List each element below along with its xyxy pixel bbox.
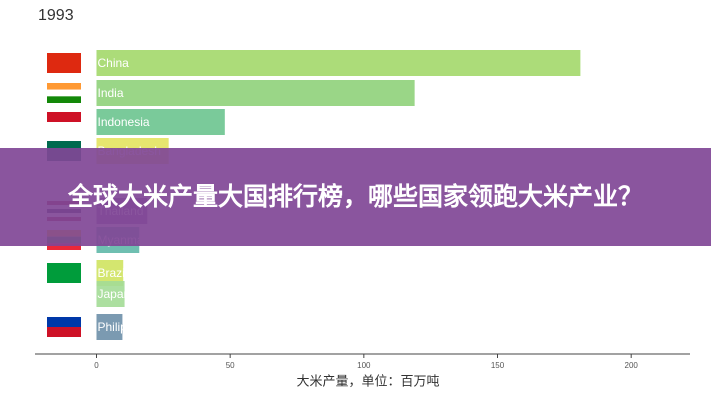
bar (96, 80, 415, 106)
bar (96, 281, 125, 307)
bar-label: Indonesia (97, 115, 149, 129)
bar-label: Brazil (97, 266, 127, 280)
x-tick-label: 50 (226, 361, 235, 370)
flag (47, 263, 81, 283)
flag (47, 83, 81, 90)
year-label: 1993 (38, 7, 74, 24)
x-axis-label: 大米产量，单位：百万吨 (296, 375, 439, 390)
flag (47, 112, 81, 122)
bar-label: Japan (97, 287, 130, 301)
bar (96, 314, 123, 340)
flag (47, 243, 81, 250)
bar-label: China (97, 56, 129, 70)
x-tick-label: 150 (491, 361, 505, 370)
x-tick-label: 0 (94, 361, 99, 370)
banner: 全球大米产量大国排行榜，哪些国家领跑大米产业？ (0, 148, 711, 246)
flag (47, 284, 81, 304)
flag (47, 327, 81, 337)
banner-text: 全球大米产量大国排行榜，哪些国家领跑大米产业？ (67, 182, 643, 211)
flag (47, 53, 81, 73)
x-tick-label: 100 (357, 361, 371, 370)
x-tick-label: 200 (625, 361, 639, 370)
bar-label: Philippines (97, 320, 155, 334)
bar-label: India (97, 86, 123, 100)
flag (47, 317, 81, 327)
bar (96, 109, 225, 135)
flag (47, 122, 81, 132)
flag (47, 96, 81, 103)
bar (96, 50, 581, 76)
flag (47, 89, 81, 97)
